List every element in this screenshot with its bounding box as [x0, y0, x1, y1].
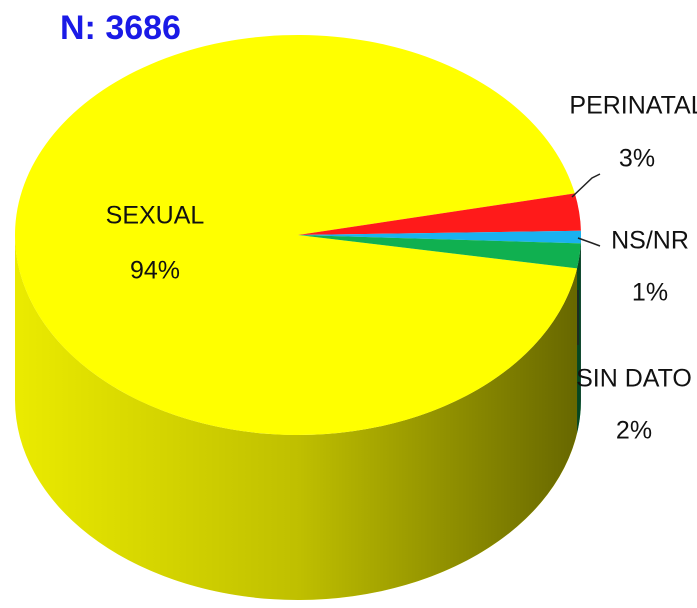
slice-label: SIN DATO — [576, 365, 692, 393]
slice — [298, 235, 581, 269]
slice — [298, 193, 581, 235]
leader-line — [571, 173, 601, 198]
leader-line — [577, 237, 601, 247]
chart-title: N: 3686 — [60, 9, 181, 47]
slice-value-label: 2% — [616, 417, 652, 445]
slice — [14, 34, 578, 435]
slice — [298, 230, 581, 244]
pie-top — [14, 34, 581, 435]
slice-value-label: 94% — [130, 257, 180, 285]
slice-label: SEXUAL — [106, 202, 205, 230]
slice-label: NS/NR — [611, 227, 689, 255]
side-shade — [15, 235, 581, 600]
slice-value-label: 3% — [619, 145, 655, 173]
labels: SEXUAL 94% PERINATAL 3% NS/NR 1% SIN DATO 2% — [106, 92, 697, 445]
slice-value-label: 1% — [632, 279, 668, 307]
slice-label: PERINATAL — [569, 92, 697, 120]
